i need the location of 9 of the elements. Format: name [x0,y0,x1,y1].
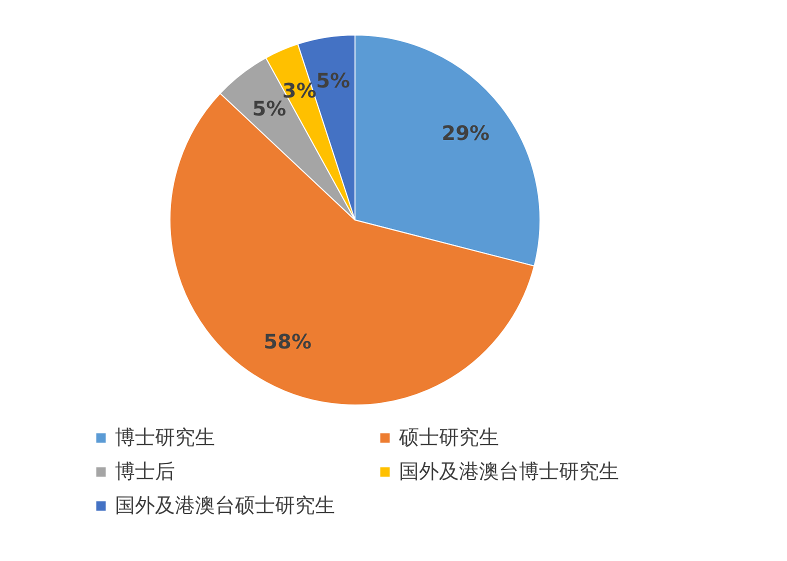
legend-label: 博士后 [115,459,175,483]
data-label: 29% [442,121,490,146]
legend-label: 博士研究生 [115,425,215,449]
legend-label: 国外及港澳台博士研究生 [399,459,619,483]
data-label: 58% [264,330,312,354]
legend-label: 国外及港澳台硕士研究生 [115,493,335,517]
data-label: 5% [252,96,286,120]
legend-label: 硕士研究生 [398,425,499,449]
data-label: 5% [316,68,350,93]
